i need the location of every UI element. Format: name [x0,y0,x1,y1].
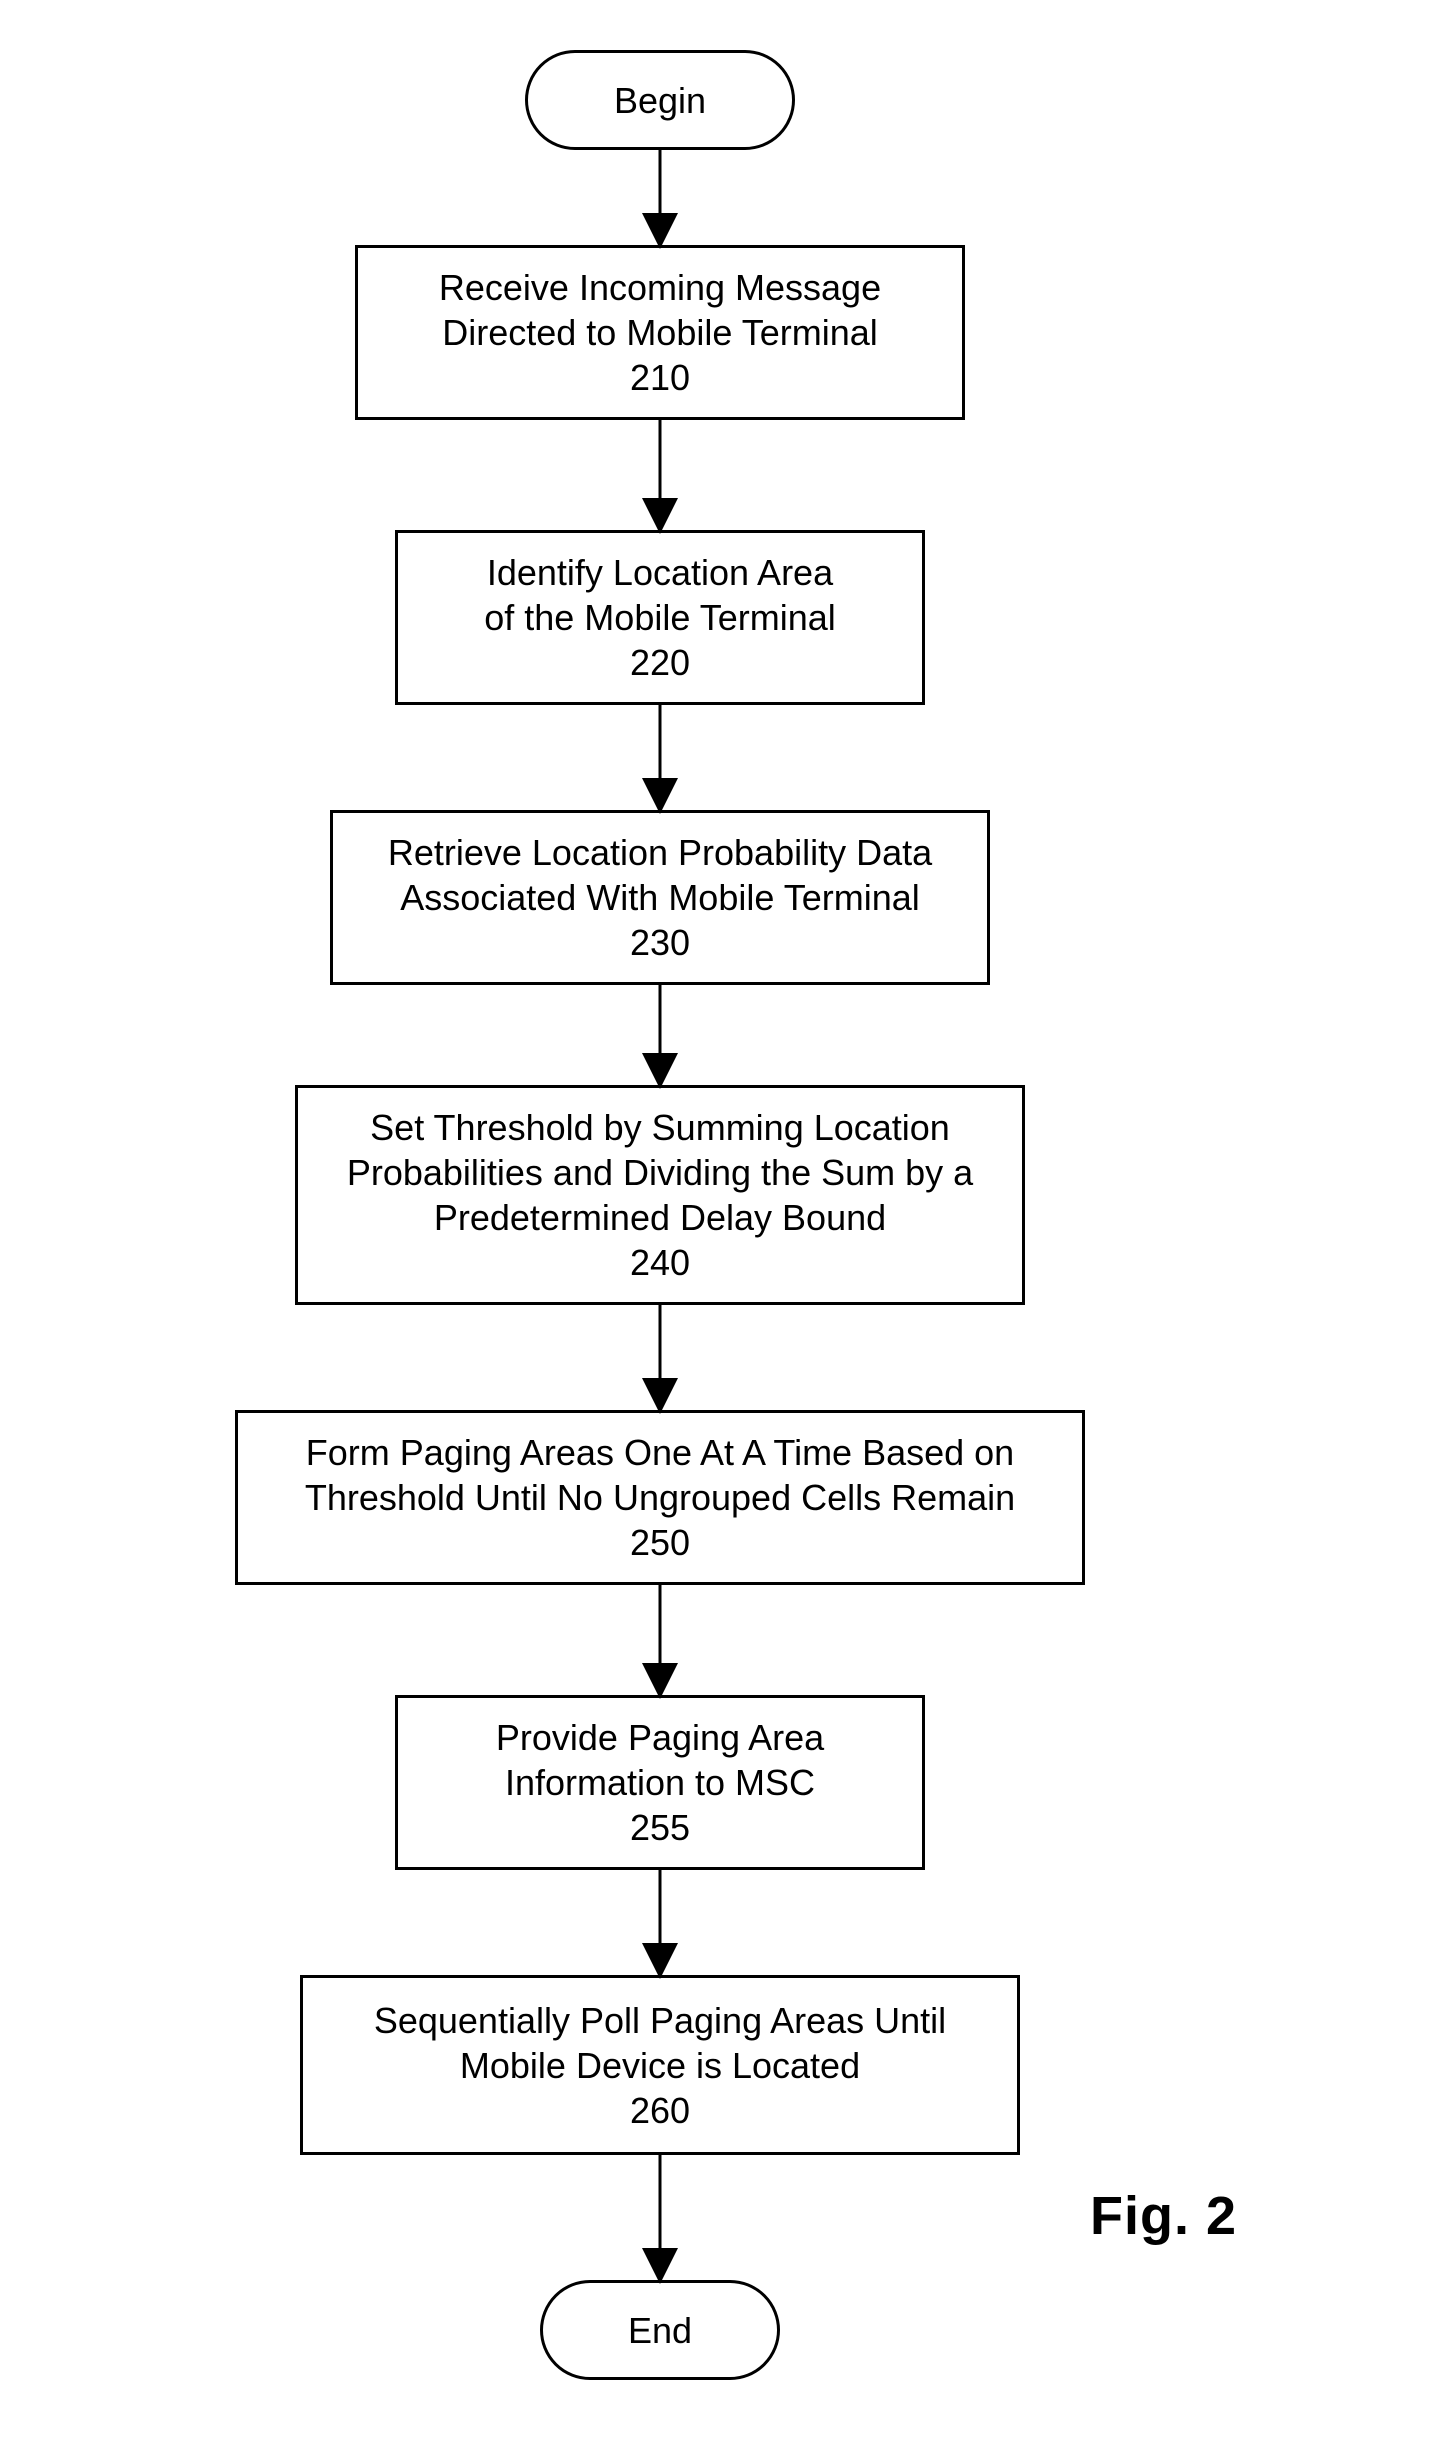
terminator-end: End [540,2280,780,2380]
process-210: Receive Incoming Message Directed to Mob… [355,245,965,420]
node-text: Identify Location Area of the Mobile Ter… [484,550,836,685]
node-text: Set Threshold by Summing Location Probab… [347,1105,973,1285]
node-text: Receive Incoming Message Directed to Mob… [439,265,881,400]
node-text: Form Paging Areas One At A Time Based on… [305,1430,1015,1565]
process-220: Identify Location Area of the Mobile Ter… [395,530,925,705]
process-240: Set Threshold by Summing Location Probab… [295,1085,1025,1305]
process-230: Retrieve Location Probability Data Assoc… [330,810,990,985]
node-text: End [628,2308,692,2353]
figure-label: Fig. 2 [1090,2185,1237,2247]
node-text: Sequentially Poll Paging Areas Until Mob… [374,1998,946,2133]
process-250: Form Paging Areas One At A Time Based on… [235,1410,1085,1585]
flowchart-stage: Begin Receive Incoming Message Directed … [0,0,1430,2457]
node-text: Retrieve Location Probability Data Assoc… [388,830,932,965]
terminator-begin: Begin [525,50,795,150]
figure-label-text: Fig. 2 [1090,2186,1237,2246]
process-260: Sequentially Poll Paging Areas Until Mob… [300,1975,1020,2155]
process-255: Provide Paging Area Information to MSC 2… [395,1695,925,1870]
node-text: Begin [614,78,706,123]
node-text: Provide Paging Area Information to MSC 2… [496,1715,824,1850]
